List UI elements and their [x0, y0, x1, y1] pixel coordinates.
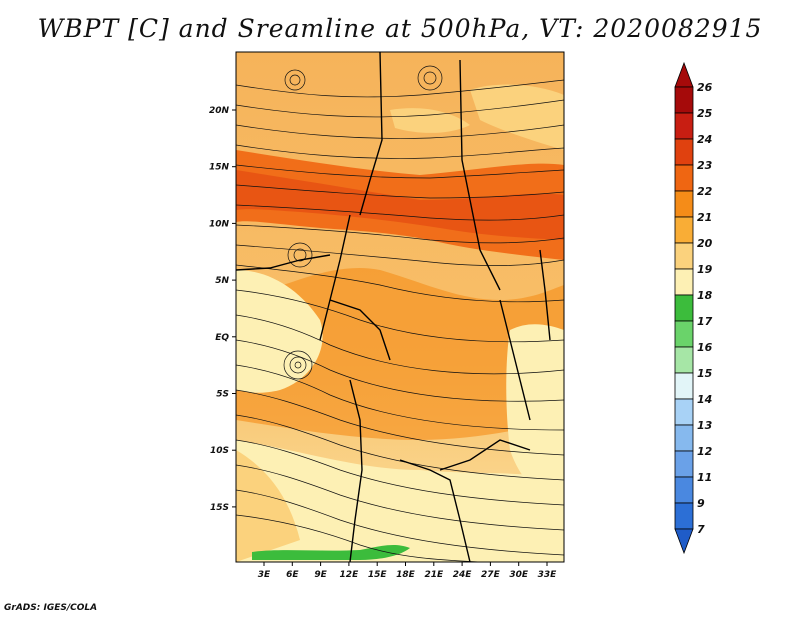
colorbar-label: 16	[697, 341, 713, 354]
lat-tick-label: 10N	[209, 219, 230, 229]
colorbar-label: 12	[697, 445, 713, 458]
colorbar-label: 11	[697, 471, 712, 484]
map-panel	[235, 51, 565, 563]
colorbar-label: 7	[697, 523, 705, 536]
lon-tick-label: 21E	[424, 570, 444, 580]
colorbar-label: 9	[697, 497, 705, 510]
lat-axis: 20N 15N 10N 5N EQ 5S 10S 15S	[209, 106, 236, 513]
country-borders	[236, 52, 551, 562]
lon-tick-label: 6E	[286, 570, 299, 580]
colorbar-box	[674, 398, 694, 426]
lon-tick-label: 30E	[509, 570, 529, 580]
colorbar-box	[674, 86, 694, 114]
colorbar-box	[674, 320, 694, 348]
colorbar-box	[674, 242, 694, 270]
colorbar: 26 25 24 23 22 21 20 19 18 17 16 15 14 13 12 11 9 7	[674, 61, 713, 555]
colorbar-box	[674, 372, 694, 400]
colorbar-label: 26	[697, 81, 713, 94]
colorbar-top-arrow	[674, 61, 694, 88]
colorbar-label: 24	[697, 133, 712, 146]
lat-tick-label: 15N	[209, 163, 230, 173]
wbpt-field	[236, 52, 564, 562]
colorbar-box	[674, 476, 694, 504]
lat-tick-label: 5S	[216, 390, 229, 400]
colorbar-label: 23	[697, 159, 713, 172]
lat-tick-label: 20N	[209, 106, 230, 116]
colorbar-label: 14	[697, 393, 712, 406]
colorbar-label: 17	[697, 315, 713, 328]
lon-axis: 3E 6E 9E 12E 15E 18E 21E 24E 27E 30E 33E	[258, 562, 557, 580]
colorbar-box	[674, 424, 694, 452]
colorbar-box	[674, 346, 694, 374]
colorbar-box	[674, 190, 694, 218]
colorbar-box	[674, 138, 694, 166]
colorbar-label: 21	[697, 211, 712, 224]
colorbar-label: 15	[697, 367, 713, 380]
lat-tick-label: EQ	[215, 333, 229, 343]
credit-text: GrADS: IGES/COLA	[4, 603, 98, 613]
colorbar-label: 19	[697, 263, 713, 276]
colorbar-box	[674, 294, 694, 322]
lon-tick-label: 27E	[481, 570, 501, 580]
lat-tick-label: 15S	[210, 503, 229, 513]
chart-title: WBPT [C] and Sreamline at 500hPa, VT: 20…	[37, 14, 763, 43]
lon-tick-label: 18E	[396, 570, 416, 580]
colorbar-label: 22	[697, 185, 713, 198]
colorbar-box	[674, 450, 694, 478]
lon-tick-label: 33E	[538, 570, 558, 580]
colorbar-box	[674, 112, 694, 140]
lon-tick-label: 12E	[340, 570, 360, 580]
colorbar-bottom-arrow	[674, 528, 694, 555]
colorbar-label: 20	[697, 237, 713, 250]
colorbar-box	[674, 164, 694, 192]
colorbar-box	[674, 268, 694, 296]
lon-tick-label: 15E	[368, 570, 388, 580]
lon-tick-label: 9E	[314, 570, 327, 580]
colorbar-label: 25	[697, 107, 713, 120]
lon-tick-label: 3E	[258, 570, 271, 580]
colorbar-label: 18	[697, 289, 713, 302]
colorbar-box	[674, 502, 694, 530]
lon-tick-label: 24E	[453, 570, 473, 580]
colorbar-label: 13	[697, 419, 713, 432]
lat-tick-label: 5N	[215, 276, 229, 286]
colorbar-box	[674, 216, 694, 244]
lat-tick-label: 10S	[210, 446, 229, 456]
